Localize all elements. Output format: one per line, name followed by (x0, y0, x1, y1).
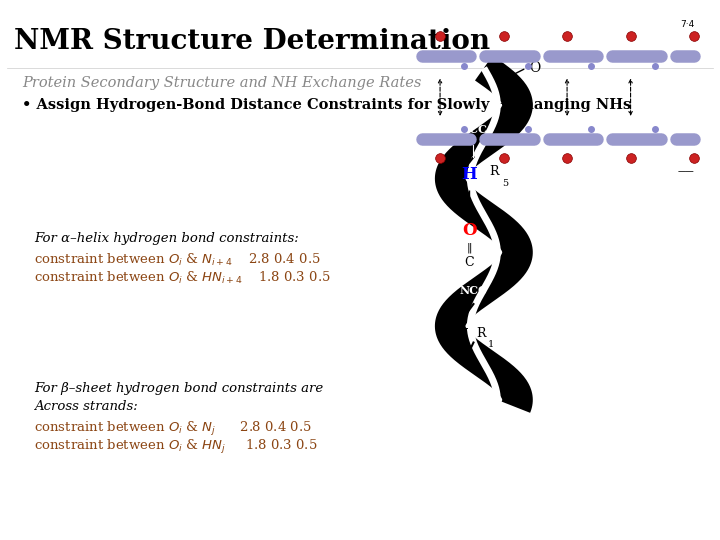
Text: Protein Secondary Structure and NH Exchange Rates: Protein Secondary Structure and NH Excha… (22, 76, 421, 90)
Text: O: O (529, 61, 541, 75)
Text: constraint between $O_i$ & $HN_{i+4}$    1.8 0.3 0.5: constraint between $O_i$ & $HN_{i+4}$ 1.… (34, 270, 330, 286)
Text: NCC: NCC (459, 124, 487, 134)
Text: ‖: ‖ (516, 78, 522, 89)
Text: R: R (476, 327, 485, 340)
Text: 7·4: 7·4 (680, 20, 694, 29)
Text: For β–sheet hydrogen bond constraints are: For β–sheet hydrogen bond constraints ar… (34, 382, 323, 395)
Text: R: R (489, 165, 498, 178)
Text: constraint between $O_i$ & $N_j$      2.8 0.4 0.5: constraint between $O_i$ & $N_j$ 2.8 0.4… (34, 420, 312, 438)
Text: • Assign Hydrogen-Bond Distance Constraints for Slowly Exchanging NHs: • Assign Hydrogen-Bond Distance Constrai… (22, 98, 631, 112)
Text: C: C (514, 91, 524, 104)
Text: For α–helix hydrogen bond constraints:: For α–helix hydrogen bond constraints: (34, 232, 299, 245)
Text: constraint between $O_i$ & $HN_j$     1.8 0.3 0.5: constraint between $O_i$ & $HN_j$ 1.8 0.… (34, 438, 318, 456)
Text: ——: —— (678, 167, 694, 177)
Text: 5: 5 (502, 179, 508, 188)
Text: NMR Structure Determination: NMR Structure Determination (14, 28, 490, 55)
Text: NCC: NCC (459, 285, 487, 295)
Text: H: H (462, 166, 477, 183)
Text: O: O (462, 222, 477, 239)
Text: C: C (464, 255, 474, 268)
Text: Across strands:: Across strands: (34, 400, 138, 413)
Text: H: H (453, 327, 469, 344)
Text: constraint between $O_i$ & $N_{i+4}$    2.8 0.4 0.5: constraint between $O_i$ & $N_{i+4}$ 2.8… (34, 252, 320, 268)
Text: 1: 1 (488, 340, 494, 349)
Text: ‖: ‖ (467, 243, 472, 253)
